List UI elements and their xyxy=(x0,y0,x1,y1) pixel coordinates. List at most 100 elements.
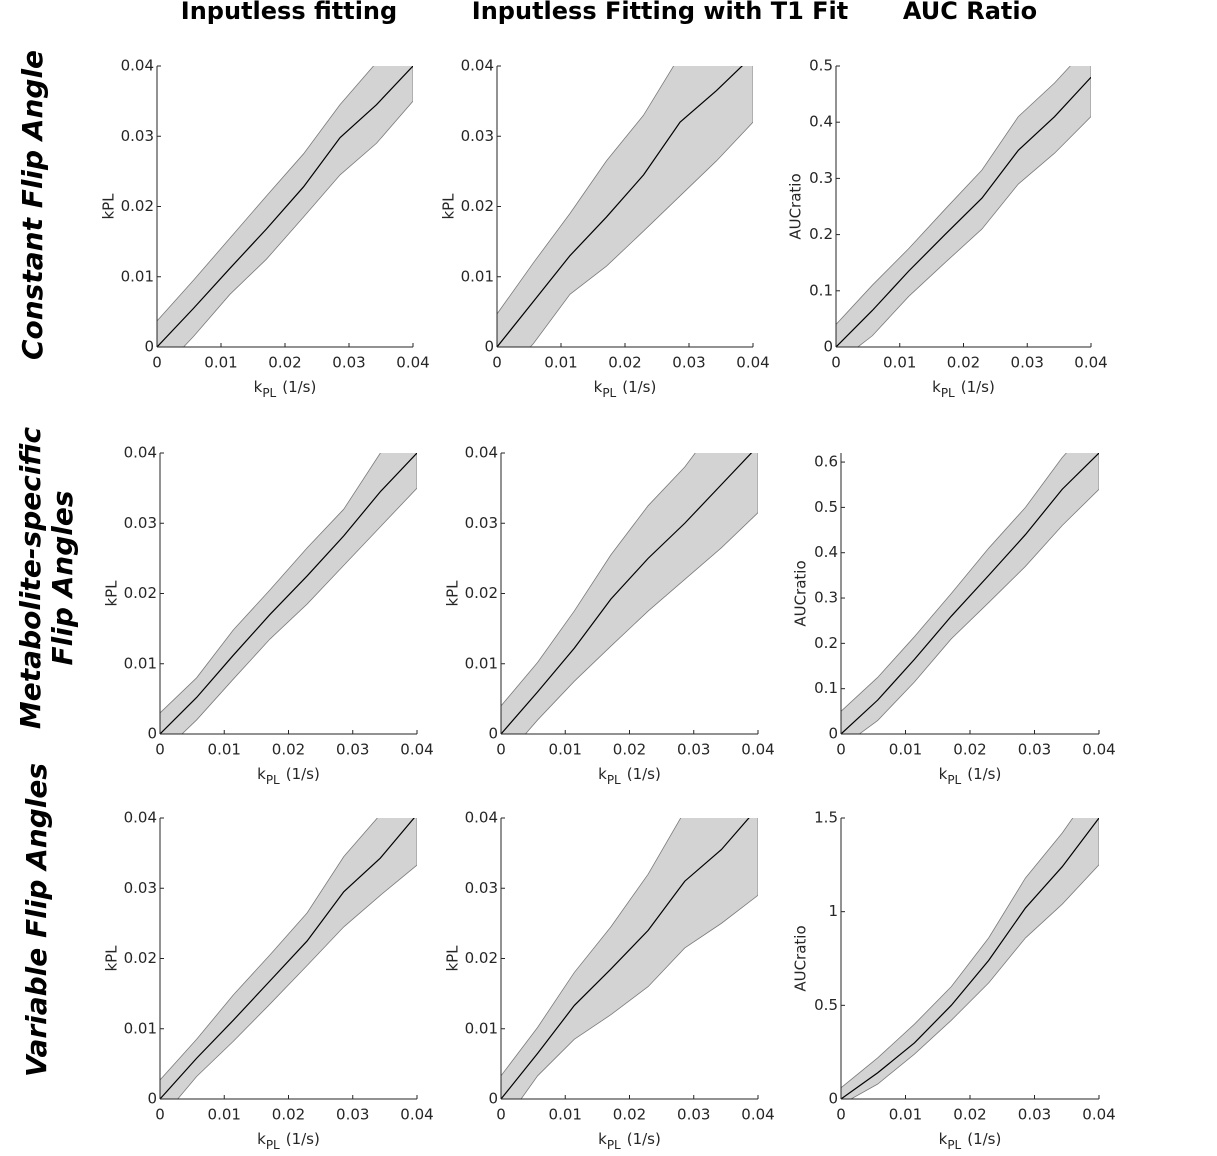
x-axis-label: kPL (1/s) xyxy=(257,765,320,787)
x-axis-label: kPL (1/s) xyxy=(932,378,995,400)
mean-line xyxy=(836,76,1091,347)
y-axis-label: kPL xyxy=(100,193,118,220)
x-tick-label: 0.01 xyxy=(889,1106,922,1124)
x-tick-label: 0 xyxy=(496,741,506,759)
x-label-unit: (1/s) xyxy=(961,378,995,396)
subplot: 0 0.01 0.02 0.03 0.04 0 0.1 0.2 0.3 0.4 0.5 AUCrati… xyxy=(787,57,1108,400)
x-axis-label: kPL (1/s) xyxy=(254,378,317,400)
y-tick-label: 0.3 xyxy=(809,169,833,187)
x-tick-label: 0.03 xyxy=(677,741,710,759)
x-tick-label: 0 xyxy=(492,354,502,372)
y-tick-label: 0.03 xyxy=(124,514,157,532)
plot-area xyxy=(836,66,1091,347)
y-tick-label: 0.1 xyxy=(814,679,838,697)
y-tick-label: 0 xyxy=(484,338,494,356)
y-axis-label: kPL xyxy=(444,945,462,972)
mean-line xyxy=(501,453,753,734)
confidence-band xyxy=(160,453,417,734)
y-tick-label: 0.04 xyxy=(461,57,494,75)
x-label-unit: (1/s) xyxy=(282,378,316,396)
x-axis-label: kPL (1/s) xyxy=(257,1130,320,1152)
mean-line xyxy=(160,818,415,1099)
subplot: 0 0.01 0.02 0.03 0.04 0 0.5 1 1.5 AUCratio kPL (1/s… xyxy=(792,809,1116,1152)
x-tick-label: 0.02 xyxy=(272,741,305,759)
y-tick-label: 0.04 xyxy=(465,809,498,827)
x-label-unit: (1/s) xyxy=(627,1130,661,1148)
subplot: 0 0.01 0.02 0.03 0.0400.010.020.030.04kPLkPL… xyxy=(100,57,430,400)
x-label-base: k xyxy=(254,378,263,396)
x-tick-label: 0.04 xyxy=(396,354,429,372)
y-tick-label: 0.5 xyxy=(814,996,838,1014)
x-tick-label: 0.01 xyxy=(204,354,237,372)
y-tick-label: 0.4 xyxy=(809,113,833,131)
y-tick-label: 0 xyxy=(488,725,498,743)
x-label-sub: PL xyxy=(947,1138,961,1152)
y-tick-label: 0.03 xyxy=(124,879,157,897)
x-tick-label: 0.02 xyxy=(953,1106,986,1124)
y-axis-label: AUCratio xyxy=(787,173,805,239)
x-tick-label: 0.03 xyxy=(1018,741,1051,759)
y-tick-label: 0.02 xyxy=(121,197,154,215)
plot-area xyxy=(160,453,417,734)
x-label-unit: (1/s) xyxy=(627,765,661,783)
x-tick-label: 0.04 xyxy=(736,354,769,372)
x-tick-label: 0.04 xyxy=(400,741,433,759)
x-tick-label: 0.03 xyxy=(332,354,365,372)
y-axis-label: kPL xyxy=(103,580,121,607)
x-axis-label: kPL (1/s) xyxy=(598,765,661,787)
row-title: Constant Flip Angle xyxy=(16,50,49,360)
x-tick-label: 0 xyxy=(831,354,841,372)
x-tick-label: 0.01 xyxy=(208,741,241,759)
confidence-band xyxy=(501,453,758,734)
confidence-band xyxy=(836,66,1091,347)
x-label-base: k xyxy=(598,765,607,783)
x-tick-label: 0 xyxy=(496,1106,506,1124)
y-tick-label: 0.03 xyxy=(121,127,154,145)
x-tick-label: 0.03 xyxy=(336,1106,369,1124)
y-tick-label: 0.2 xyxy=(814,634,838,652)
x-label-unit: (1/s) xyxy=(967,1130,1001,1148)
y-tick-label: 0.5 xyxy=(809,57,833,75)
x-axis-label: kPL (1/s) xyxy=(939,765,1002,787)
x-tick-label: 0.02 xyxy=(953,741,986,759)
column-title: Inputless Fitting with T1 Fit xyxy=(472,0,848,25)
subplot: 0 0.01 0.02 0.03 0.0400.010.020.030.04kPLkPL… xyxy=(103,444,434,787)
x-tick-label: 0.02 xyxy=(272,1106,305,1124)
y-tick-label: 0.1 xyxy=(809,281,833,299)
x-tick-label: 0 xyxy=(155,741,165,759)
x-tick-label: 0.04 xyxy=(741,741,774,759)
x-label-sub: PL xyxy=(266,773,280,787)
x-tick-label: 0.01 xyxy=(208,1106,241,1124)
x-tick-label: 0.02 xyxy=(613,1106,646,1124)
y-tick-label: 0 xyxy=(823,338,833,356)
x-label-unit: (1/s) xyxy=(967,765,1001,783)
mean-line xyxy=(841,818,1099,1099)
y-tick-label: 0.01 xyxy=(461,267,494,285)
x-label-base: k xyxy=(939,1130,948,1148)
y-tick-label: 1.5 xyxy=(814,809,838,827)
x-tick-label: 0.04 xyxy=(1082,741,1115,759)
y-tick-label: 0.01 xyxy=(124,654,157,672)
y-tick-label: 0.03 xyxy=(465,514,498,532)
x-tick-label: 0.03 xyxy=(336,741,369,759)
x-tick-label: 0 xyxy=(836,1106,846,1124)
y-tick-label: 0 xyxy=(828,1090,838,1108)
y-tick-label: 0.04 xyxy=(124,444,157,462)
x-tick-label: 0.01 xyxy=(889,741,922,759)
y-axis-label: kPL xyxy=(444,580,462,607)
column-title: AUC Ratio xyxy=(903,0,1037,25)
x-label-unit: (1/s) xyxy=(286,1130,320,1148)
x-label-unit: (1/s) xyxy=(286,765,320,783)
row-title: Flip Angles xyxy=(46,490,79,665)
subplot: 0 0.01 0.02 0.03 0.0400.010.020.030.04kPLkPL… xyxy=(444,809,775,1152)
y-tick-label: 0.01 xyxy=(465,1019,498,1037)
plot-area xyxy=(160,818,417,1099)
x-label-base: k xyxy=(594,378,603,396)
x-tick-label: 0.02 xyxy=(613,741,646,759)
y-tick-label: 0 xyxy=(144,338,154,356)
x-tick-label: 0.03 xyxy=(1011,354,1044,372)
x-tick-label: 0.04 xyxy=(1082,1106,1115,1124)
x-label-base: k xyxy=(257,1130,266,1148)
y-tick-label: 0.02 xyxy=(465,949,498,967)
